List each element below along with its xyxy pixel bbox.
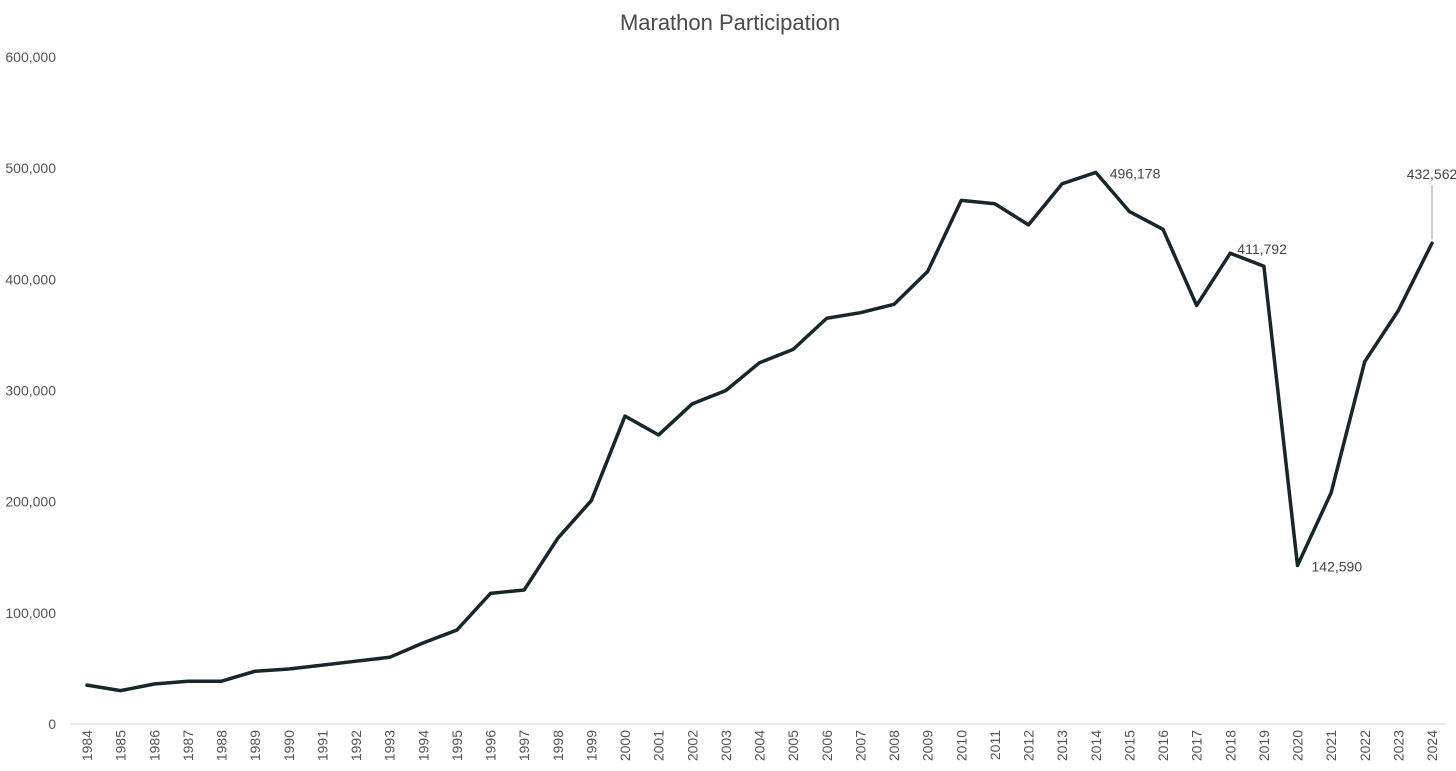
data-label: 411,792 (1237, 241, 1287, 257)
x-tick-label: 2018 (1222, 730, 1238, 761)
x-tick-label: 2004 (752, 730, 768, 761)
y-tick-label: 200,000 (5, 494, 56, 510)
x-tick-label: 1998 (550, 730, 566, 761)
x-tick-label: 1987 (180, 730, 196, 761)
y-tick-label: 600,000 (5, 49, 56, 65)
x-tick-label: 2014 (1088, 730, 1104, 761)
x-tick-label: 2020 (1290, 730, 1306, 761)
y-tick-label: 400,000 (5, 271, 56, 287)
x-tick-label: 2016 (1155, 730, 1171, 761)
y-tick-label: 100,000 (5, 605, 56, 621)
data-label: 142,590 (1312, 558, 1363, 574)
x-tick-label: 1993 (382, 730, 398, 761)
x-tick-label: 2021 (1323, 730, 1339, 761)
series-line (85, 170, 1434, 693)
x-tick-label: 2019 (1256, 730, 1272, 761)
x-tick-label: 1989 (247, 730, 263, 761)
x-tick-label: 2003 (718, 730, 734, 761)
x-tick-label: 1986 (146, 730, 162, 761)
x-tick-label: 2013 (1054, 730, 1070, 761)
x-tick-label: 2006 (819, 730, 835, 761)
x-tick-label: 2001 (651, 730, 667, 761)
y-tick-label: 500,000 (5, 160, 56, 176)
x-tick-label: 1995 (449, 730, 465, 761)
y-tick-label: 300,000 (5, 383, 56, 399)
x-tick-label: 2024 (1424, 730, 1440, 761)
x-tick-label: 2008 (886, 730, 902, 761)
x-tick-label: 2009 (920, 730, 936, 761)
data-labels: 496,178 411,792 142,590 432,562 (1110, 165, 1456, 574)
x-tick-label: 1999 (583, 730, 599, 761)
x-tick-label: 1988 (214, 730, 230, 761)
x-tick-label: 1991 (314, 730, 330, 761)
x-tick-label: 2012 (1021, 730, 1037, 761)
x-tick-label: 1994 (415, 730, 431, 761)
y-tick-label: 0 (48, 716, 56, 732)
chart-title: Marathon Participation (620, 10, 840, 35)
x-tick-label: 2005 (785, 730, 801, 761)
x-tick-label: 2023 (1390, 730, 1406, 761)
x-tick-label: 2011 (987, 730, 1003, 760)
data-label: 432,562 (1407, 166, 1456, 182)
x-tick-label: 2010 (953, 730, 969, 761)
x-tick-label: 2015 (1121, 730, 1137, 761)
x-tick-label: 2007 (852, 730, 868, 761)
x-tick-label: 1990 (281, 730, 297, 761)
x-tick-label: 2002 (684, 730, 700, 761)
x-tick-label: 1992 (348, 730, 364, 761)
x-tick-label: 1996 (483, 730, 499, 761)
x-tick-label: 2022 (1357, 730, 1373, 761)
series-group (85, 170, 1434, 693)
x-tick-label: 1985 (113, 730, 129, 761)
x-tick-label: 2017 (1189, 730, 1205, 761)
y-axis: 0 100,000 200,000 300,000 400,000 500,000 600,… (5, 49, 56, 732)
x-tick-label: 2000 (617, 730, 633, 761)
x-tick-label: 1997 (516, 730, 532, 761)
x-tick-label: 1984 (79, 730, 95, 761)
x-axis: 1984 1985 1986 1987 1988 1989 1990 1991 1992 1993… (79, 730, 1440, 761)
data-label: 496,178 (1110, 165, 1161, 181)
